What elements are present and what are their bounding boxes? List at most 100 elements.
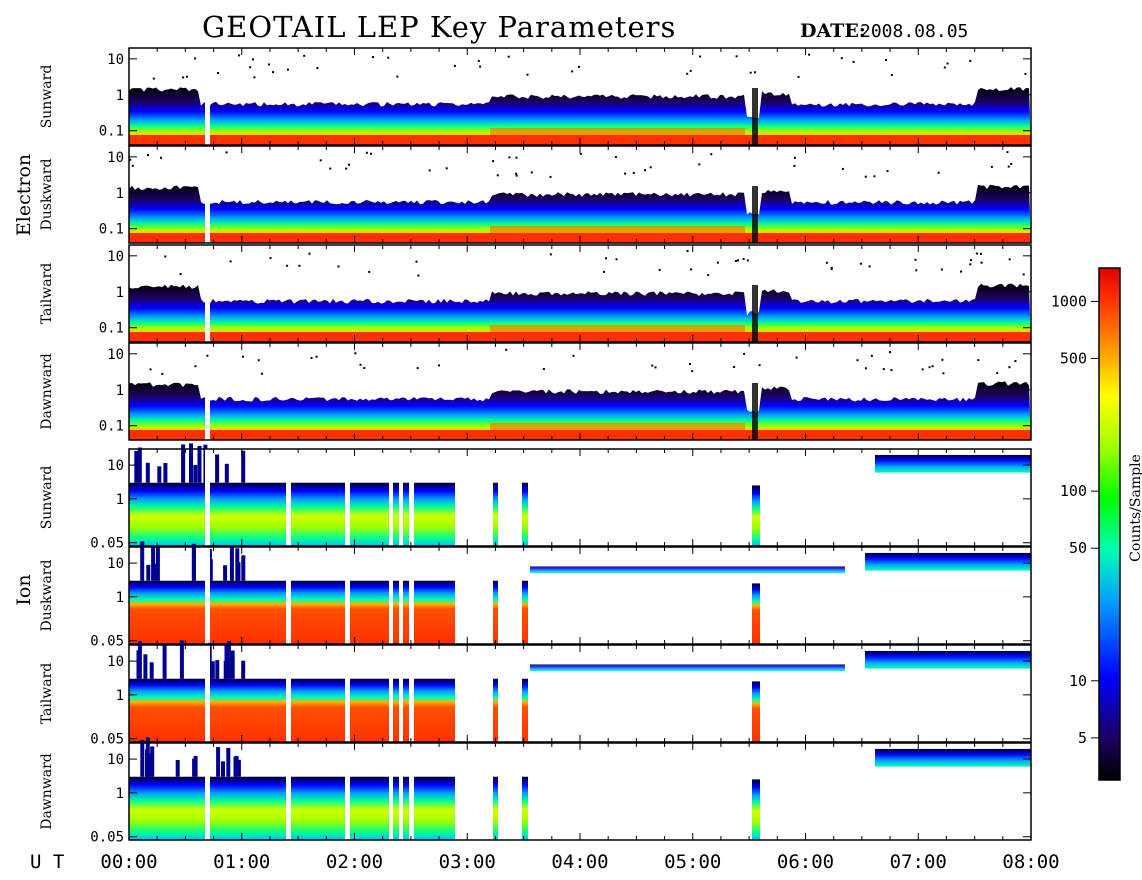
speckle [1007, 165, 1010, 168]
group-label-ion: Ion [13, 574, 35, 605]
speckle [507, 55, 510, 58]
speckle [257, 359, 260, 362]
ion-spike [157, 466, 162, 483]
data-gap [389, 449, 393, 546]
speckle [149, 368, 152, 371]
speckle [615, 258, 618, 261]
ion-spike [235, 548, 240, 581]
speckle [733, 366, 736, 368]
speckle [164, 255, 167, 258]
ion-burst [522, 678, 528, 742]
speckle [689, 363, 691, 365]
speckle [870, 354, 873, 357]
ion-spike [143, 654, 148, 679]
x-tick-label: 06:00 [777, 851, 834, 873]
panel-electron-dawnward: 10 1 0.1 Dawnward [39, 342, 1032, 441]
data-gap [286, 645, 291, 742]
colorbar-tick-label: 10 [1069, 672, 1087, 690]
ion-spike [189, 443, 193, 483]
speckle [859, 262, 862, 265]
speckle [1014, 360, 1017, 363]
ion-spike [224, 463, 229, 483]
speckle [186, 75, 188, 78]
speckle [931, 365, 934, 368]
speckle [579, 152, 582, 155]
y-tick-label: 1 [116, 492, 124, 508]
speckle [147, 154, 149, 157]
data-gap [399, 743, 403, 840]
dropout [752, 383, 758, 440]
speckle [416, 367, 419, 370]
speckle [885, 59, 887, 61]
data-gap [409, 645, 414, 742]
speckle [496, 174, 499, 177]
panel-label: Tailward [39, 263, 55, 325]
speckle [415, 260, 418, 263]
data-gap [345, 645, 350, 742]
y-tick-label: 1 [116, 186, 124, 202]
speckle [795, 356, 798, 359]
speckle [572, 354, 575, 357]
ion-spike [145, 462, 150, 483]
speckle [308, 252, 311, 255]
speckle [686, 72, 689, 75]
ion-spike [234, 755, 239, 777]
speckle [873, 175, 876, 178]
speckle [194, 365, 197, 368]
ion-spike [181, 444, 186, 483]
speckle [830, 266, 833, 269]
ion-weak-band [530, 664, 845, 672]
data-gap [409, 449, 414, 546]
dropout [752, 285, 758, 342]
speckle [526, 73, 529, 76]
speckle [649, 166, 652, 169]
speckle [286, 264, 289, 267]
panel-electron-duskward: 10 1 0.1 Duskward [39, 145, 1032, 244]
ion-spike [191, 543, 196, 581]
y-tick-label: 1 [116, 88, 124, 104]
colorbar-tick-label: 50 [1069, 539, 1087, 557]
ion-burst [522, 580, 528, 644]
speckle [217, 72, 219, 74]
ion-spike [150, 746, 155, 777]
speckle [868, 265, 871, 268]
speckle [329, 167, 332, 170]
ion-spike [175, 760, 180, 777]
ion-spike [197, 445, 202, 483]
speckle [269, 257, 272, 260]
speckle [303, 54, 306, 57]
panel-label: Duskward [39, 560, 55, 632]
ion-spike [216, 747, 221, 777]
data-gap [205, 449, 210, 546]
speckle [864, 367, 867, 370]
x-tick-label: 05:00 [664, 851, 721, 873]
speckle [129, 158, 132, 161]
speckle [856, 359, 859, 362]
data-gap [286, 547, 291, 644]
y-tick-label: 0.05 [90, 830, 124, 846]
data-gap [389, 743, 393, 840]
chart-title: GEOTAIL LEP Key Parameters [202, 10, 677, 44]
data-gap [399, 645, 403, 742]
speckle [549, 175, 552, 178]
ion-spike [146, 564, 151, 581]
speckle [508, 156, 511, 159]
speckle [260, 372, 263, 375]
ion-spike [215, 454, 220, 483]
y-tick-label: 1 [116, 786, 124, 802]
y-tick-label: 1 [116, 590, 124, 606]
speckle [797, 75, 800, 78]
speckle [970, 259, 973, 262]
ion-spike [151, 545, 156, 581]
electron-flux-band [129, 381, 1031, 440]
speckle [268, 63, 270, 66]
speckle [690, 268, 693, 271]
y-tick-label: 1 [116, 285, 124, 301]
electron-enhanced-region [490, 324, 745, 332]
speckle [571, 70, 574, 73]
panel-label: Sunward [39, 466, 55, 530]
date-value: 2008.08.05 [860, 21, 969, 42]
speckle [370, 152, 372, 155]
dropout [752, 186, 758, 243]
speckle [161, 372, 164, 375]
